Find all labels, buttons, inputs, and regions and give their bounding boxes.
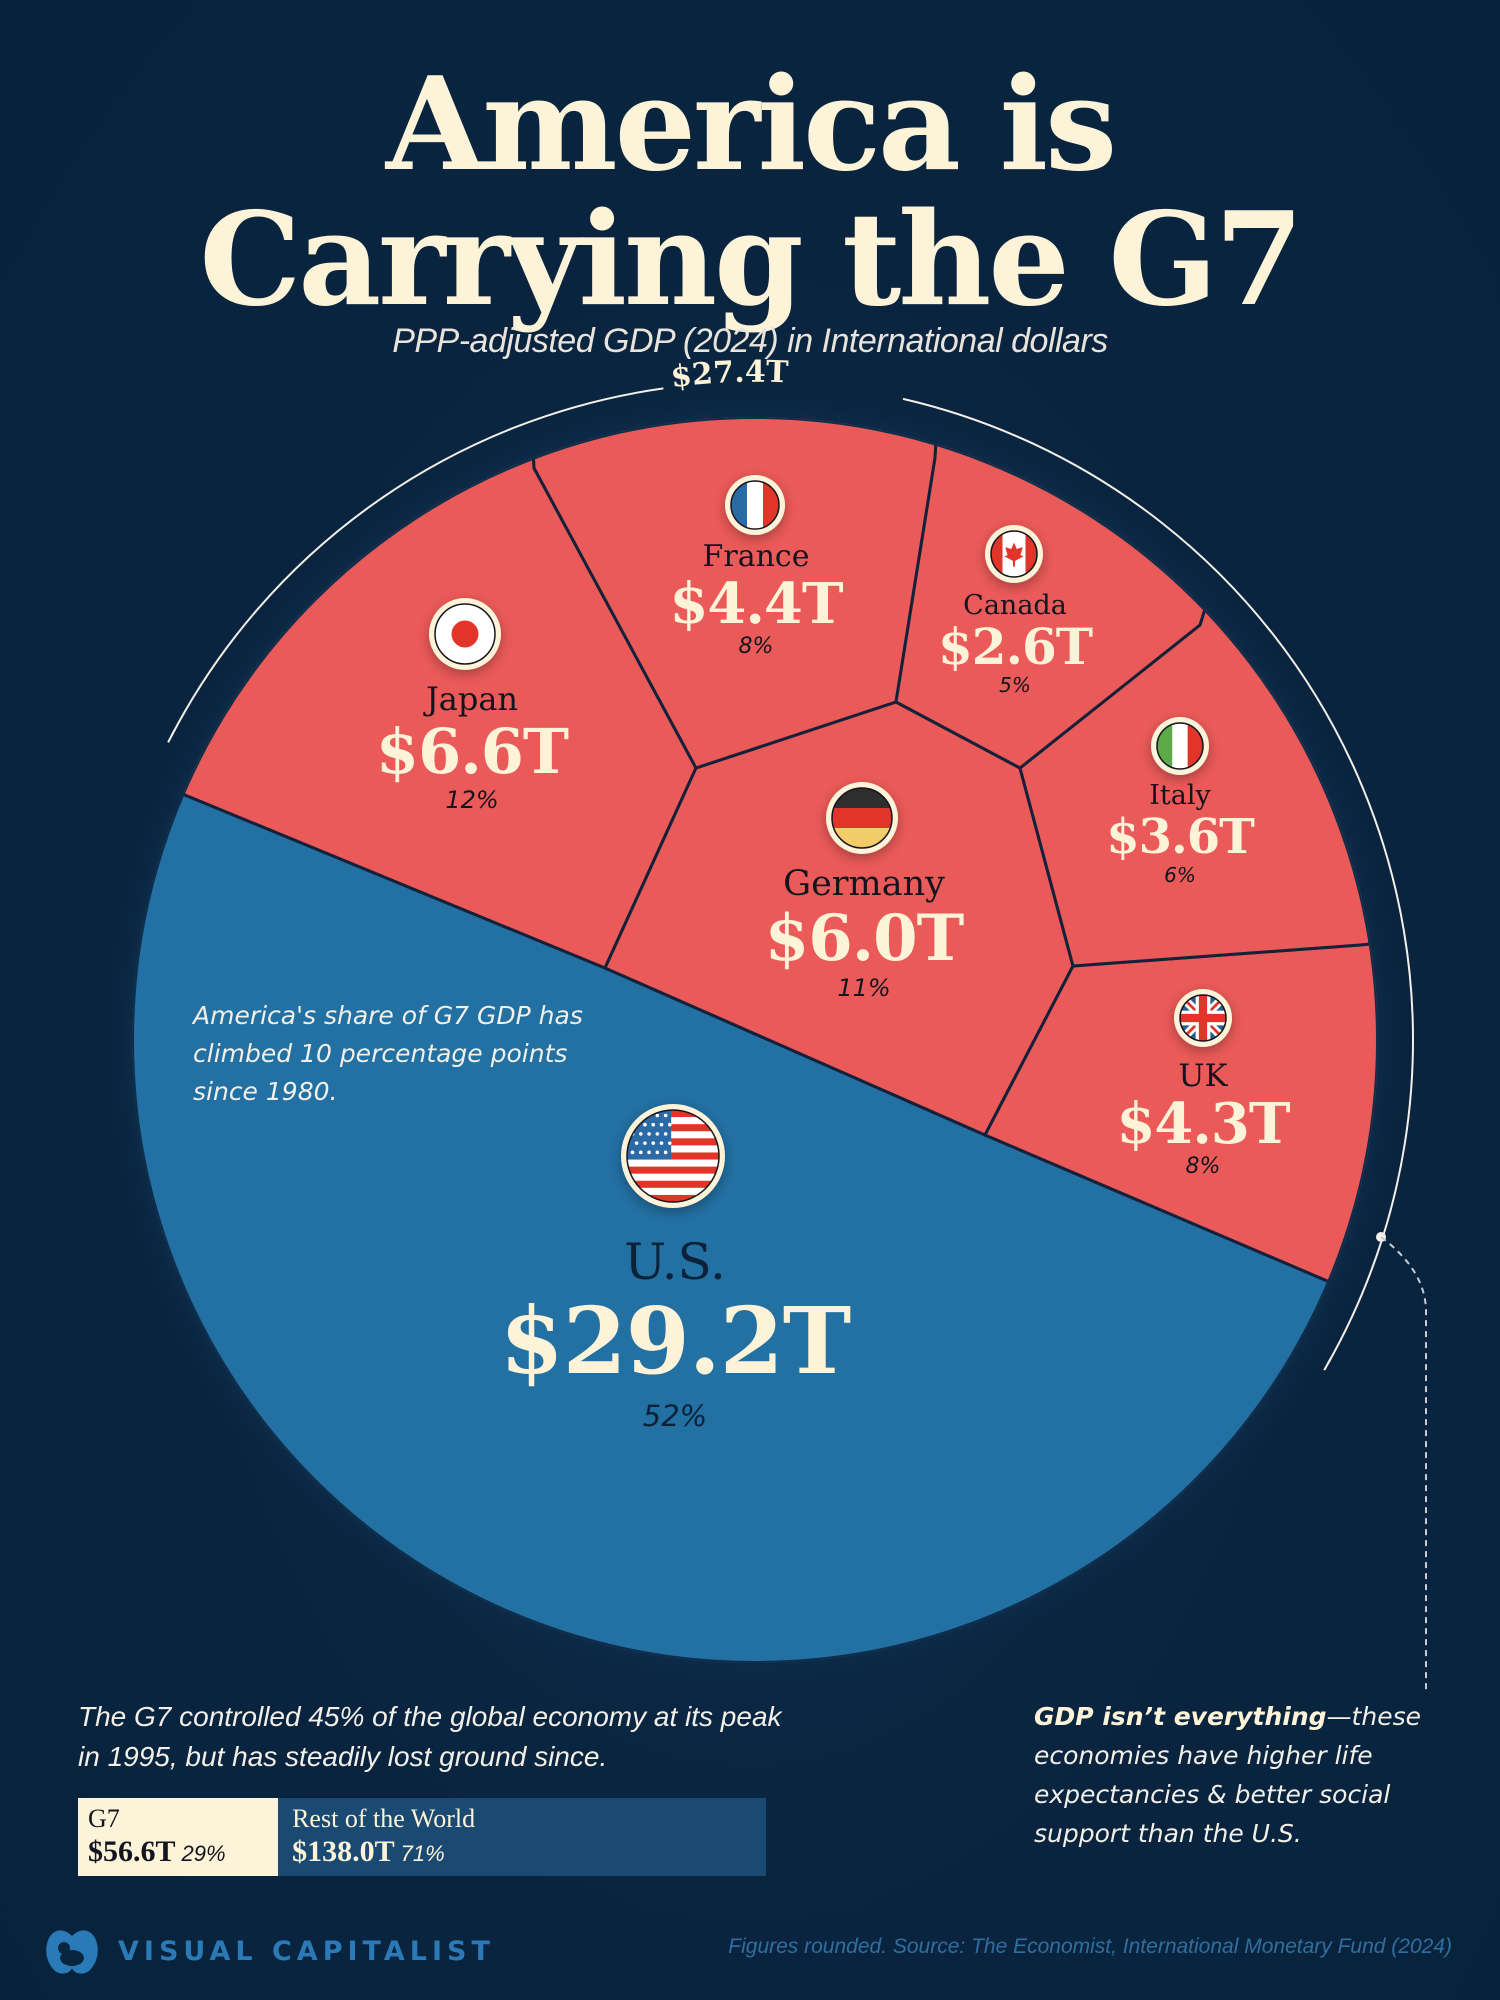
gdp-note: GDP isn’t everything—these economies hav…	[1034, 1697, 1484, 1853]
visual-capitalist-logo-icon	[46, 1930, 98, 1974]
country-value: $6.0T	[764, 901, 964, 976]
chart-subtitle: PPP-adjusted GDP (2024) in International…	[392, 322, 1108, 360]
cell-label-us: U.S. $29.2T 52%	[499, 1233, 852, 1433]
country-value: $6.6T	[375, 715, 569, 788]
country-name: Canada	[963, 590, 1067, 621]
bar-segment-rest-of-world: Rest of the World $138.0T 71%	[278, 1798, 766, 1876]
cell-canada	[894, 417, 1302, 770]
country-share: 12%	[445, 786, 499, 814]
total-arc-tick-end	[1323, 1357, 1333, 1371]
country-value: $4.4T	[669, 571, 843, 637]
cell-label-germany: Germany $6.0T 11%	[765, 864, 964, 1002]
flags-group	[429, 475, 1232, 1208]
annotation-group	[1376, 1232, 1427, 1690]
bar-value-g7: $56.6T	[88, 1835, 176, 1868]
japan-flag-icon	[429, 598, 501, 670]
country-name: Japan	[425, 680, 519, 718]
brand-logo: VISUAL CAPITALIST	[44, 1926, 495, 1976]
bar-label-g7: G7	[88, 1804, 120, 1833]
country-name: France	[702, 539, 810, 574]
country-share: 8%	[738, 634, 774, 659]
canada-flag-icon	[985, 525, 1043, 583]
bar-segment-g7: G7 $56.6T 29%	[78, 1798, 279, 1876]
total-arc-tick-start	[167, 729, 176, 743]
country-value: $4.3T	[1116, 1091, 1290, 1157]
annotation-dashed-line	[1380, 1236, 1427, 1690]
world-comparison-bar: G7 $56.6T 29% Rest of the World $138.0T 71…	[78, 1798, 766, 1876]
source-note: Figures rounded. Source: The Economist, …	[728, 1935, 1452, 1958]
g7-peak-note: The G7 controlled 45% of the global econ…	[78, 1701, 782, 1772]
country-name: U.S.	[624, 1233, 726, 1291]
country-value: $2.6T	[938, 617, 1093, 676]
title-line-1: America is	[385, 50, 1117, 200]
us-flag-icon	[621, 1104, 725, 1208]
country-share: 11%	[837, 974, 891, 1002]
total-arc-group: $27.4T	[167, 355, 1414, 1371]
italy-flag-icon	[1151, 717, 1209, 775]
bar-label-row: Rest of the World	[292, 1804, 476, 1833]
country-value: $3.6T	[1106, 809, 1255, 865]
cell-label-japan: Japan $6.6T 12%	[375, 680, 569, 814]
cell-label-italy: Italy $3.6T 6%	[1106, 780, 1255, 887]
bar-value-row: $138.0T	[292, 1835, 395, 1868]
cell-label-france: France $4.4T 8%	[669, 539, 843, 659]
country-name: Italy	[1149, 780, 1211, 811]
brand-name: VISUAL CAPITALIST	[118, 1935, 495, 1967]
country-share: 5%	[999, 673, 1031, 697]
bar-pct-g7: 29%	[181, 1841, 226, 1866]
title-line-2: Carrying the G7	[199, 185, 1303, 335]
country-share: 52%	[642, 1399, 708, 1433]
chart-title: America is Carrying the G7	[0, 58, 1500, 328]
uk-flag-icon	[1174, 989, 1232, 1047]
total-arc-left	[170, 387, 664, 737]
germany-flag-icon	[826, 782, 898, 854]
gdp-note-bold: GDP isn’t everything	[1034, 1702, 1327, 1731]
country-share: 8%	[1185, 1154, 1221, 1179]
us-share-note: America's share of G7 GDP has climbed 10…	[193, 1001, 583, 1106]
country-name: Germany	[783, 864, 945, 904]
bar-pct-row: 71%	[400, 1841, 445, 1866]
total-arc-right	[902, 397, 1414, 1365]
cell-label-uk: UK $4.3T 8%	[1116, 1058, 1290, 1179]
rest-of-g7-total-label: $27.4T	[669, 355, 790, 395]
country-value: $29.2T	[499, 1287, 852, 1395]
country-share: 6%	[1164, 863, 1196, 887]
country-name: UK	[1178, 1058, 1228, 1094]
france-flag-icon	[725, 475, 785, 535]
gdp-note-rest: —these economies have higher life expect…	[1034, 1702, 1421, 1848]
cell-label-canada: Canada $2.6T 5%	[938, 590, 1093, 697]
